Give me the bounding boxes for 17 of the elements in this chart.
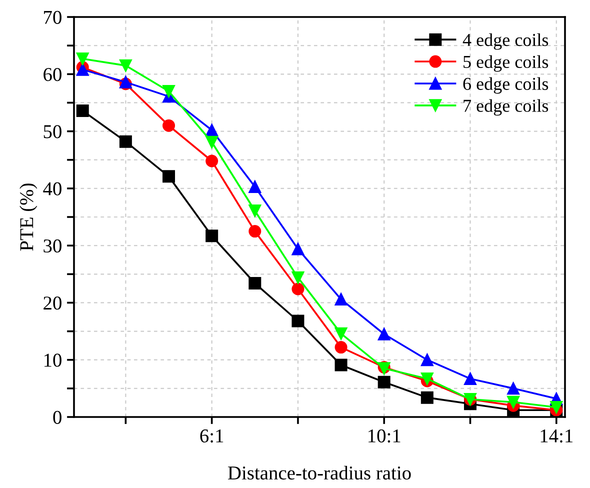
y-tick-label: 0 (53, 410, 62, 424)
y-tick-label: 20 (44, 296, 62, 310)
y-tick-label: 30 (44, 239, 62, 253)
y-tick-label: 10 (44, 354, 62, 367)
y-axis-title: PTE (%) (20, 184, 38, 251)
y-tick-label: 70 (44, 10, 62, 24)
x-tick-label: 14:1 (540, 429, 573, 443)
legend-label: 7 edge coils (464, 99, 548, 116)
legend-label: 6 edge coils (463, 77, 548, 94)
legend-label: 4 edge coils (462, 33, 548, 50)
y-tick-label: 50 (44, 125, 62, 138)
legend-label: 5 edge coils (464, 55, 548, 72)
x-axis-title: Distance-to-radius ratio (228, 466, 411, 480)
x-tick-label: 10:1 (368, 429, 400, 443)
y-tick-label: 60 (44, 68, 62, 82)
x-tick-label: 6:1 (200, 429, 224, 443)
y-tick-label: 40 (43, 182, 62, 196)
